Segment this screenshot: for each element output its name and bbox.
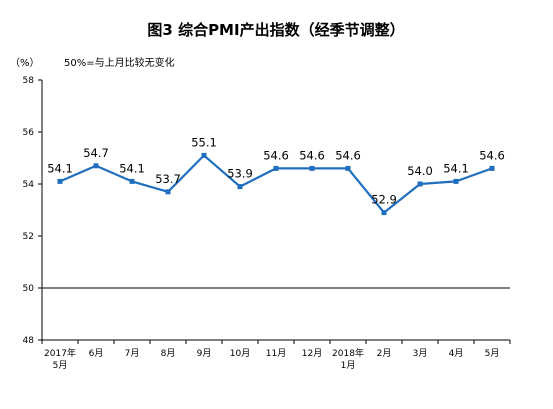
data-point bbox=[453, 178, 459, 184]
data-label: 52.9 bbox=[371, 193, 397, 207]
y-tick-label: 56 bbox=[23, 128, 35, 138]
data-point bbox=[273, 165, 279, 171]
data-label: 54.6 bbox=[263, 148, 289, 162]
data-point bbox=[489, 165, 495, 171]
data-label: 54.1 bbox=[47, 161, 73, 175]
x-tick-label: 3月 bbox=[413, 348, 428, 359]
data-label: 54.7 bbox=[83, 146, 109, 160]
data-label: 54.1 bbox=[443, 161, 469, 175]
y-tick-label: 50 bbox=[23, 284, 35, 294]
data-point bbox=[165, 189, 171, 195]
y-tick-label: 48 bbox=[23, 336, 35, 346]
y-tick-label: 58 bbox=[23, 76, 35, 86]
x-tick-label: 5月 bbox=[53, 360, 68, 371]
data-point bbox=[93, 163, 99, 169]
x-tick-label: 10月 bbox=[230, 348, 250, 359]
x-tick-label: 9月 bbox=[197, 348, 212, 359]
data-point bbox=[129, 178, 135, 184]
data-label: 53.7 bbox=[155, 172, 181, 186]
data-point bbox=[417, 181, 423, 187]
data-label: 54.0 bbox=[407, 164, 433, 178]
x-tick-label: 2018年 bbox=[332, 347, 364, 359]
x-tick-label: 2月 bbox=[377, 348, 392, 359]
x-tick-label: 7月 bbox=[125, 348, 140, 359]
data-label: 54.6 bbox=[479, 148, 505, 162]
x-tick-label: 8月 bbox=[161, 348, 176, 359]
x-tick-label: 11月 bbox=[266, 348, 286, 359]
data-point bbox=[201, 152, 207, 158]
data-label: 53.9 bbox=[227, 167, 253, 181]
data-label: 54.6 bbox=[299, 148, 325, 162]
data-point bbox=[237, 184, 243, 190]
x-tick-label: 6月 bbox=[89, 348, 104, 359]
x-tick-label: 1月 bbox=[341, 360, 356, 371]
x-tick-label: 4月 bbox=[449, 348, 464, 359]
data-point bbox=[57, 178, 63, 184]
x-tick-label: 12月 bbox=[302, 348, 322, 359]
y-tick-label: 52 bbox=[23, 232, 34, 242]
unit-label: （%） bbox=[10, 57, 40, 69]
data-point bbox=[309, 165, 315, 171]
x-tick-label: 5月 bbox=[485, 348, 500, 359]
data-point bbox=[345, 165, 351, 171]
x-tick-label: 2017年 bbox=[44, 347, 76, 359]
y-tick-label: 54 bbox=[23, 180, 35, 190]
data-point bbox=[381, 210, 387, 216]
data-label: 55.1 bbox=[191, 135, 217, 149]
baseline-note: 50%=与上月比较无变化 bbox=[64, 56, 175, 69]
data-label: 54.6 bbox=[335, 148, 361, 162]
chart-title: 图3 综合PMI产出指数（经季节调整） bbox=[147, 21, 404, 39]
data-label: 54.1 bbox=[119, 161, 145, 175]
